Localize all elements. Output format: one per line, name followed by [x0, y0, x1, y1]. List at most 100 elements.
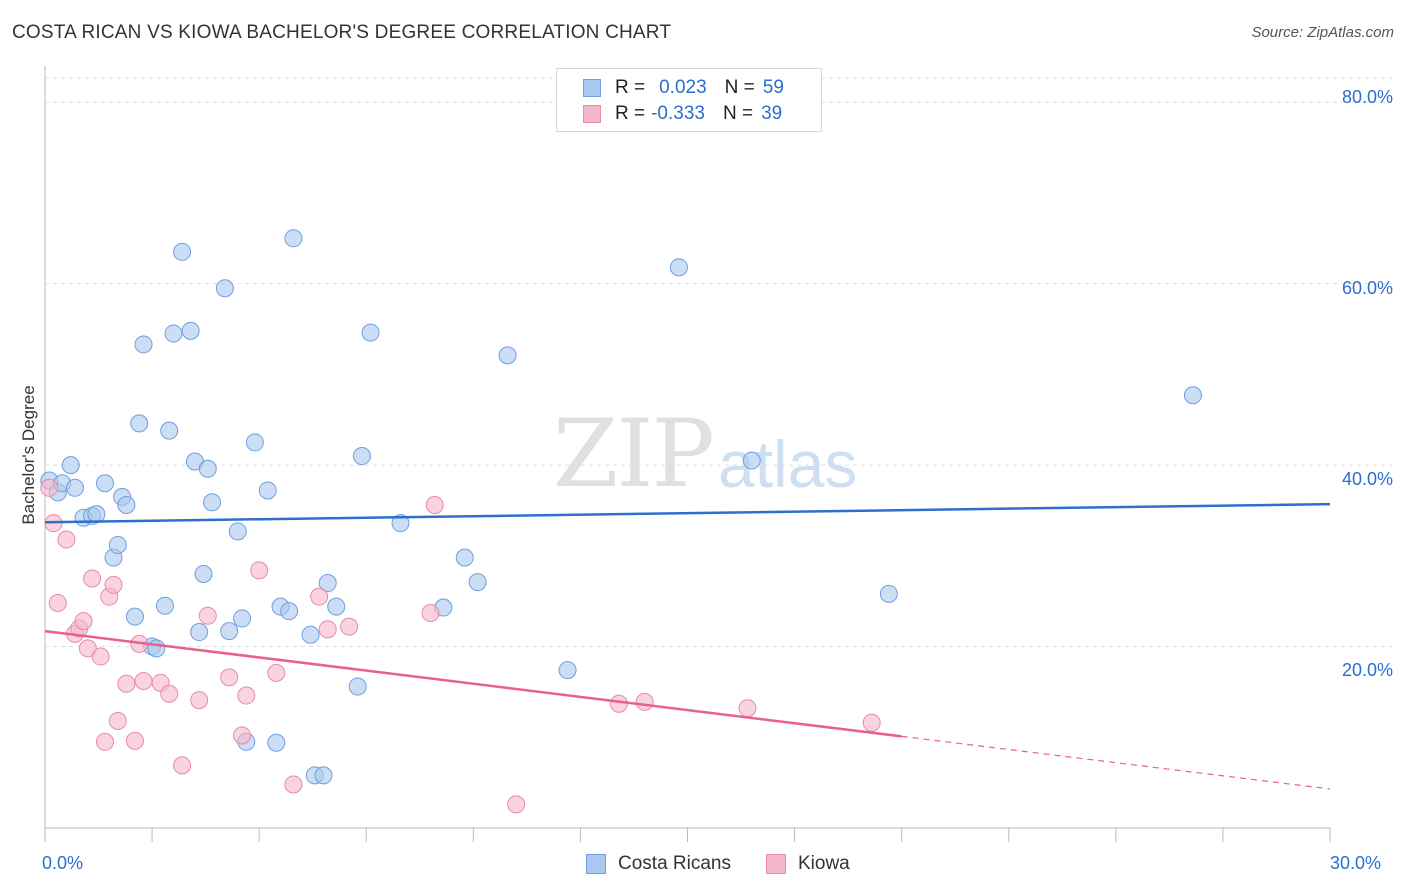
- kiowa-point: [421, 603, 440, 622]
- costa-rican-point: [879, 584, 898, 603]
- kiowa-point: [267, 663, 286, 682]
- chart-title: COSTA RICAN VS KIOWA BACHELOR'S DEGREE C…: [12, 22, 672, 43]
- costa-rican-point: [61, 456, 80, 475]
- costa-rican-point: [361, 323, 380, 342]
- chart-source: Source: ZipAtlas.com: [1251, 24, 1394, 41]
- legend-n-label: N =: [722, 103, 754, 124]
- costa-rican-point: [125, 607, 144, 626]
- costa-rican-point: [117, 496, 136, 515]
- kiowa-point: [160, 684, 179, 703]
- costa-rican-point: [130, 414, 149, 433]
- costa-rican-point: [468, 573, 487, 592]
- costa-rican-point: [160, 421, 179, 440]
- costa-rican-point: [267, 733, 286, 752]
- kiowa-point: [862, 713, 881, 732]
- legend-n-value: 39: [761, 103, 783, 124]
- costa-rican-point: [181, 321, 200, 340]
- kiowa-point: [95, 732, 114, 751]
- kiowa-point: [284, 775, 303, 794]
- kiowa-point: [237, 686, 256, 705]
- costa-rican-point: [147, 639, 166, 658]
- costa-rican-point: [203, 493, 222, 512]
- costa-rican-point: [348, 677, 367, 696]
- legend-item-kiowa: Kiowa: [766, 852, 850, 876]
- kiowa-point: [635, 692, 654, 711]
- kiowa-point: [125, 731, 144, 750]
- costa-rican-point: [190, 623, 209, 642]
- kiowa-point: [310, 587, 329, 606]
- kiowa-point: [198, 606, 217, 625]
- legend-r-value: -0.333: [651, 103, 705, 124]
- legend-n-value: 59: [762, 77, 784, 98]
- watermark-zip: ZIP: [553, 400, 715, 509]
- costa-rican-point: [194, 564, 213, 583]
- y-axis-label: Bachelor's Degree: [19, 385, 38, 525]
- kiowa-point: [108, 711, 127, 730]
- kiowa-point: [173, 756, 192, 775]
- costa-rican-point: [134, 335, 153, 354]
- costa-rican-point: [155, 596, 174, 615]
- costa-rican-point: [391, 514, 410, 533]
- costa-rican-point: [301, 625, 320, 644]
- costa-rican-point: [742, 451, 761, 470]
- kiowa-point: [48, 594, 67, 613]
- kiowa-point: [57, 530, 76, 549]
- costa-rican-point: [245, 433, 264, 452]
- costa-rican-point: [327, 597, 346, 616]
- costa-rican-point: [498, 346, 517, 365]
- costa-rican-point: [233, 609, 252, 628]
- kiowa-point: [609, 694, 628, 713]
- legend-r-label: R =: [615, 77, 646, 98]
- y-tick-label-40: 40.0%: [1341, 469, 1393, 489]
- kiowa-point: [40, 478, 59, 497]
- watermark-atlas: atlas: [718, 427, 858, 501]
- legend-r-value: 0.023: [659, 77, 707, 98]
- costa-rican-point: [352, 447, 371, 466]
- legend-row-kiowa: R = -0.333 N = 39: [583, 103, 782, 125]
- legend-swatch-pink: [583, 105, 601, 123]
- costa-rican-point: [220, 622, 239, 641]
- costa-rican-point: [314, 766, 333, 785]
- costa-rican-point: [164, 324, 183, 343]
- costa-rican-point: [280, 602, 299, 621]
- kiowa-point: [738, 699, 757, 718]
- kiowa-trend-line-extension: [901, 735, 1331, 790]
- kiowa-trend-line: [44, 629, 902, 738]
- legend-item-costa-ricans: Costa Ricans: [586, 852, 731, 876]
- kiowa-point: [190, 691, 209, 710]
- kiowa-point: [78, 639, 97, 658]
- costa-rican-point: [318, 574, 337, 593]
- kiowa-point: [425, 496, 444, 515]
- costa-rican-point: [558, 661, 577, 680]
- y-tick-label-60: 60.0%: [1341, 278, 1393, 298]
- kiowa-point: [220, 668, 239, 687]
- kiowa-point: [83, 569, 102, 588]
- legend-swatch-blue: [586, 854, 606, 874]
- costa-rican-point: [173, 242, 192, 261]
- legend-label-costa-ricans: Costa Ricans: [618, 853, 731, 874]
- correlation-legend: R = 0.023 N = 59 R = -0.333 N = 39: [556, 68, 822, 132]
- costa-rican-point: [455, 548, 474, 567]
- costa-rican-point: [95, 474, 114, 493]
- costa-rican-trend-line: [44, 502, 1331, 524]
- legend-swatch-pink: [766, 854, 786, 874]
- kiowa-point: [74, 612, 93, 631]
- costa-rican-point: [108, 535, 127, 554]
- y-tick-label-80: 80.0%: [1341, 87, 1393, 107]
- costa-rican-point: [228, 522, 247, 541]
- costa-rican-point: [87, 505, 106, 524]
- legend-n-label: N =: [724, 77, 755, 98]
- legend-swatch-blue: [583, 79, 601, 97]
- kiowa-point: [134, 672, 153, 691]
- x-tick-label-max: 30.0%: [1330, 853, 1382, 873]
- kiowa-point: [507, 795, 526, 814]
- kiowa-point: [104, 575, 123, 594]
- y-tick-label-20: 20.0%: [1341, 660, 1393, 680]
- kiowa-point: [340, 617, 359, 636]
- kiowa-point: [91, 647, 110, 666]
- costa-rican-point: [215, 279, 234, 298]
- kiowa-point: [250, 561, 269, 580]
- kiowa-point: [233, 726, 252, 745]
- legend-label-kiowa: Kiowa: [798, 853, 850, 874]
